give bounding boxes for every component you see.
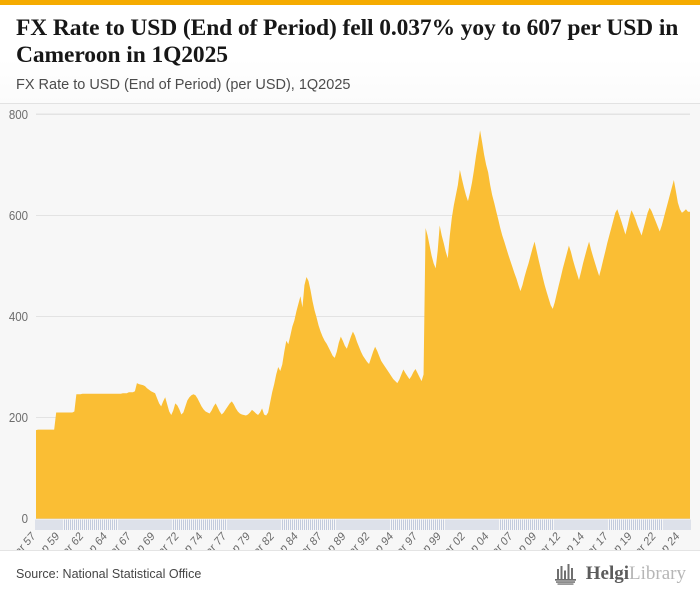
x-axis-minor-ticks — [35, 519, 691, 530]
y-tick-label: 0 — [22, 511, 29, 526]
chart-header: FX Rate to USD (End of Period) fell 0.03… — [0, 5, 700, 104]
y-axis-tick-labels: 0 200 400 600 800 — [9, 107, 28, 526]
chart-subtitle: FX Rate to USD (End of Period) (per USD)… — [16, 76, 351, 93]
brand-logo[interactable]: HelgiLibrary — [553, 562, 686, 586]
chart-title: FX Rate to USD (End of Period) fell 0.03… — [16, 15, 679, 69]
y-tick-label: 800 — [9, 107, 28, 122]
top-accent-bar — [0, 0, 700, 5]
chart-footer: Source: National Statistical Office Helg… — [0, 550, 700, 596]
x-tick-label: Mar 57 — [7, 530, 38, 550]
brand-wordmark: HelgiLibrary — [586, 564, 686, 583]
source-note: Source: National Statistical Office — [16, 566, 202, 581]
brand-secondary: Library — [629, 563, 686, 584]
plot-area: 0 200 400 600 800 Mar 57 Sep 59 Mar 62 Sep 64 Ma… — [0, 103, 700, 550]
series-area-fx-rate — [36, 129, 690, 519]
bar-chart-building-icon — [554, 563, 576, 585]
y-tick-label: 600 — [9, 208, 28, 223]
y-tick-label: 400 — [9, 309, 28, 324]
y-tick-label: 200 — [9, 410, 28, 425]
brand-primary: Helgi — [585, 563, 630, 584]
